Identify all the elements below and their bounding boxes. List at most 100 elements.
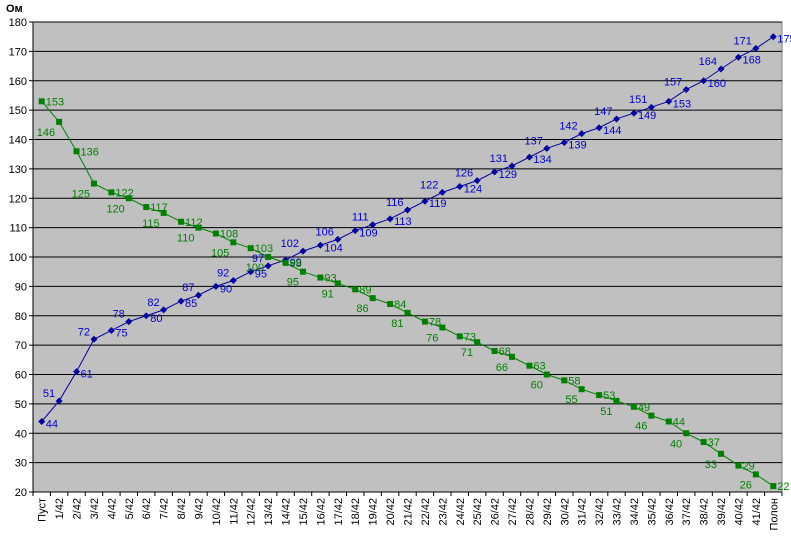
x-tick-label: 29/42 (542, 498, 554, 526)
data-label: 136 (81, 146, 99, 158)
data-label: 122 (420, 179, 438, 191)
data-point-square (474, 339, 481, 346)
y-tick-label: 60 (15, 370, 27, 382)
y-tick-label: 70 (15, 340, 27, 352)
x-tick-label: 17/42 (333, 498, 345, 526)
data-label: 106 (315, 226, 333, 238)
data-point-square (387, 301, 394, 307)
data-point-square (613, 397, 620, 404)
y-tick-label: 100 (9, 252, 27, 264)
data-label: 171 (734, 35, 752, 47)
data-label: 151 (629, 94, 647, 106)
data-point-diamond (73, 368, 81, 376)
x-tick-label: 7/42 (159, 498, 171, 519)
data-point-diamond (55, 397, 63, 405)
data-label: 105 (211, 247, 229, 259)
data-point-square (526, 362, 533, 369)
x-tick-label: 34/42 (629, 498, 641, 526)
data-label: 129 (499, 169, 517, 181)
x-tick-label: Полон (768, 498, 780, 531)
data-label: 139 (568, 139, 586, 151)
data-label: 58 (568, 375, 580, 387)
data-point-square (578, 386, 585, 393)
data-label: 125 (72, 189, 90, 201)
data-label: 60 (531, 380, 543, 392)
y-tick-label: 80 (15, 311, 27, 323)
data-point-diamond (769, 33, 777, 41)
data-label: 84 (394, 299, 406, 311)
x-tick-label: 8/42 (176, 498, 188, 519)
data-point-diamond (229, 277, 237, 284)
y-tick-label: 90 (15, 281, 27, 293)
data-label: 78 (429, 317, 441, 329)
data-point-square (317, 274, 324, 281)
data-label: 95 (287, 277, 299, 289)
data-point-square (700, 439, 707, 446)
data-label: 102 (281, 238, 299, 250)
data-point-diamond (578, 130, 586, 138)
data-label: 26 (740, 479, 752, 491)
x-tick-label: 25/42 (472, 498, 484, 526)
data-point-diamond (142, 312, 150, 320)
data-point-square (561, 377, 568, 384)
data-point-diamond (125, 318, 133, 326)
y-tick-label: 40 (15, 428, 27, 440)
data-point-diamond (700, 77, 708, 85)
data-point-diamond (177, 297, 185, 305)
data-point-diamond (386, 215, 394, 223)
data-point-diamond (107, 326, 115, 334)
data-point-square (352, 286, 359, 293)
data-label: 73 (464, 331, 476, 343)
data-point-diamond (665, 97, 673, 105)
data-label: 116 (386, 197, 404, 209)
data-label: 85 (185, 298, 197, 310)
data-label: 53 (603, 390, 615, 402)
data-label: 146 (37, 127, 55, 139)
data-point-square (38, 98, 45, 105)
x-tick-label: 6/42 (141, 498, 153, 519)
data-label: 98 (290, 258, 302, 270)
data-point-diamond (491, 168, 499, 176)
data-point-diamond (264, 262, 272, 270)
x-tick-label: 24/42 (455, 498, 467, 526)
data-label: 86 (356, 303, 368, 315)
data-label: 110 (177, 233, 195, 245)
data-label: 160 (708, 78, 726, 90)
data-point-diamond (543, 144, 551, 152)
x-tick-label: 19/42 (368, 498, 380, 526)
x-tick-label: 38/42 (699, 498, 711, 526)
x-tick-label: 12/42 (246, 498, 258, 526)
data-label: 22 (777, 481, 789, 493)
data-label: 87 (182, 282, 194, 294)
data-label: 80 (150, 313, 162, 325)
data-point-diamond (560, 138, 568, 146)
data-point-square (143, 204, 150, 211)
x-tick-label: 1/42 (54, 498, 66, 519)
data-point-square (178, 218, 185, 225)
data-point-diamond (613, 115, 621, 123)
data-point-square (73, 148, 80, 155)
x-tick-label: 2/42 (72, 498, 84, 519)
data-point-square (108, 189, 115, 196)
data-label: 44 (673, 417, 685, 429)
data-label: 51 (43, 388, 55, 400)
data-label: 51 (600, 406, 612, 418)
y-tick-label: 50 (15, 399, 27, 411)
data-point-diamond (334, 235, 342, 243)
data-point-diamond (247, 268, 255, 276)
data-point-square (770, 483, 777, 490)
data-point-square (683, 430, 690, 437)
data-point-square (404, 309, 411, 316)
data-label: 168 (742, 54, 760, 66)
data-label: 120 (106, 203, 124, 215)
data-point-square (282, 259, 289, 266)
data-label: 49 (638, 402, 650, 414)
data-point-diamond (647, 103, 655, 111)
data-point-square (752, 471, 759, 478)
data-label: 63 (533, 361, 545, 373)
data-label: 153 (46, 96, 64, 108)
data-point-square (596, 392, 603, 399)
data-label: 137 (524, 135, 542, 147)
